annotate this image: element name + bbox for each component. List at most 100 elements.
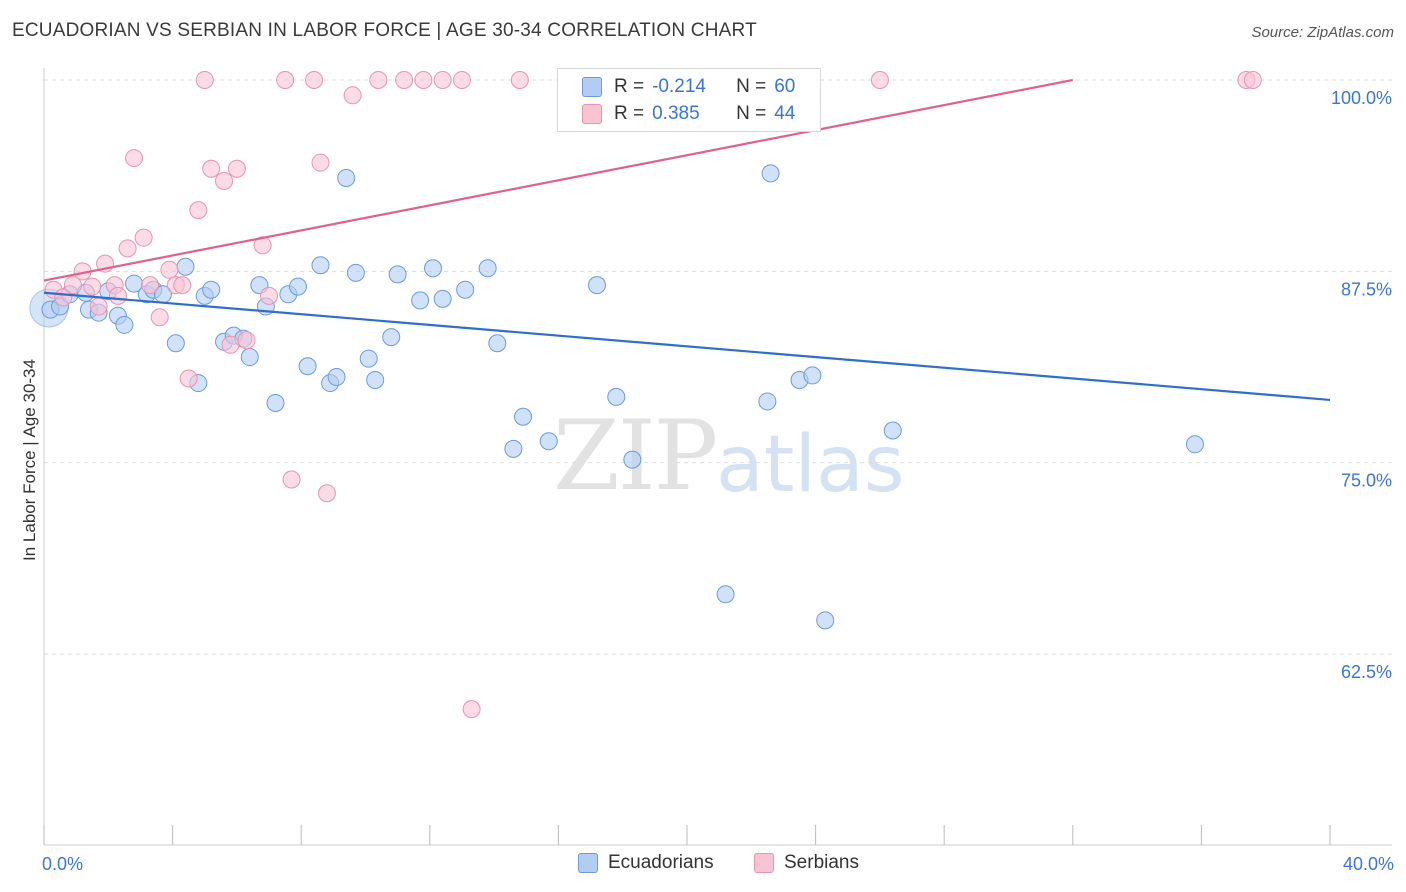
- ecuadorians-point: [424, 259, 443, 278]
- ecuadorians-point: [166, 334, 185, 353]
- ecuadorians-point: [202, 280, 221, 299]
- ecuadorians-point: [411, 291, 430, 310]
- serbians-point: [317, 484, 336, 503]
- ecuadorians-point: [115, 315, 134, 334]
- serbians-point: [150, 308, 169, 327]
- ecuadorians-point: [623, 450, 642, 469]
- ecuadorians-trend-line: [43, 291, 1331, 402]
- serbians-point: [215, 172, 234, 191]
- r-label: R =: [614, 103, 645, 124]
- serbians-point: [63, 276, 82, 295]
- ecuadorians-point: [382, 328, 401, 347]
- ecuadorians-swatch: [578, 853, 598, 873]
- ecuadorians-point: [514, 407, 533, 426]
- chart-title: ECUADORIAN VS SERBIAN IN LABOR FORCE | A…: [12, 20, 757, 41]
- n-value: 44: [774, 103, 796, 124]
- serbians-point: [118, 239, 137, 258]
- ecuadorians-point: [758, 392, 777, 411]
- ecuadorians-point: [176, 257, 195, 276]
- ecuadorians-point: [240, 348, 259, 367]
- legend-item-serbians[interactable]: Serbians: [754, 852, 859, 874]
- legend-row-ecuadorians: R = -0.214 N = 60: [582, 75, 795, 99]
- ecuadorians-point: [607, 387, 626, 406]
- ecuadorians-point: [716, 585, 735, 604]
- serbians-point: [125, 149, 144, 168]
- correlation-legend: R = -0.214 N = 60 R = 0.385 N = 44: [557, 68, 821, 132]
- n-label: N =: [736, 76, 767, 97]
- serbians-point: [108, 286, 127, 305]
- y-tick-label: 100.0%: [1331, 88, 1392, 108]
- serbians-point: [221, 335, 240, 354]
- serbians-swatch: [582, 104, 602, 124]
- serbians-point: [160, 260, 179, 279]
- serbians-point: [134, 228, 153, 247]
- x-tick-label: 40.0%: [1343, 854, 1394, 874]
- x-tick-label: 0.0%: [42, 854, 83, 874]
- ecuadorians-point: [761, 164, 780, 183]
- serbians-point: [414, 71, 433, 89]
- serbians-point: [237, 331, 256, 350]
- ecuadorians-point: [816, 611, 835, 630]
- ecuadorians-point: [388, 265, 407, 284]
- serbians-point: [83, 277, 102, 296]
- ecuadorians-point: [337, 168, 356, 187]
- serbians-swatch: [754, 853, 774, 873]
- serbians-point: [260, 286, 279, 305]
- legend-label-ecuadorians: Ecuadorians: [608, 852, 714, 873]
- n-value: 60: [774, 76, 796, 97]
- series-legend: Ecuadorians Serbians: [0, 852, 1406, 876]
- ecuadorians-point: [539, 432, 558, 451]
- source-label: Source: ZipAtlas.com: [1251, 24, 1394, 41]
- serbians-point: [179, 369, 198, 388]
- ecuadorians-point: [288, 277, 307, 296]
- serbians-point: [433, 71, 452, 89]
- ecuadorians-swatch: [582, 77, 602, 97]
- serbians-point: [189, 201, 208, 220]
- serbians-point: [202, 159, 221, 178]
- ecuadorians-point: [478, 259, 497, 278]
- ecuadorians-point: [298, 357, 317, 376]
- serbians-point: [1243, 71, 1262, 89]
- ecuadorians-point: [456, 280, 475, 299]
- ecuadorians-point: [359, 349, 378, 368]
- serbians-point: [395, 71, 414, 89]
- r-value: 0.385: [652, 103, 700, 124]
- y-tick-label: 87.5%: [1341, 279, 1392, 299]
- serbians-point: [343, 86, 362, 105]
- serbians-point: [311, 153, 330, 172]
- serbians-point: [282, 470, 301, 489]
- serbians-point: [141, 276, 160, 295]
- ecuadorians-point: [433, 289, 452, 308]
- serbians-point: [173, 276, 192, 295]
- n-label: N =: [736, 103, 767, 124]
- r-label: R =: [614, 76, 645, 97]
- serbians-point: [227, 159, 246, 178]
- serbians-point: [452, 71, 471, 89]
- serbians-point: [870, 71, 889, 89]
- serbians-point: [510, 71, 529, 89]
- serbians-point: [89, 297, 108, 316]
- legend-item-ecuadorians[interactable]: Ecuadorians: [578, 852, 714, 874]
- ecuadorians-point: [366, 371, 385, 390]
- y-tick-label: 75.0%: [1341, 471, 1392, 491]
- serbians-point: [462, 700, 481, 719]
- serbians-point: [276, 71, 295, 89]
- serbians-point: [305, 71, 324, 89]
- r-value: -0.214: [652, 76, 706, 97]
- y-tick-label: 62.5%: [1341, 662, 1392, 682]
- ecuadorians-point: [504, 439, 523, 458]
- ecuadorians-point: [488, 334, 507, 353]
- legend-label-serbians: Serbians: [784, 852, 859, 873]
- ecuadorians-point: [803, 366, 822, 385]
- watermark-atlas: atlas: [716, 420, 905, 510]
- serbians-point: [369, 71, 388, 89]
- ecuadorians-point: [311, 256, 330, 275]
- legend-row-serbians: R = 0.385 N = 44: [582, 102, 795, 126]
- ecuadorians-point: [266, 393, 285, 412]
- ecuadorians-point: [327, 367, 346, 386]
- serbians-trend-line: [43, 78, 1074, 282]
- ecuadorians-point: [346, 263, 365, 282]
- ecuadorians-point: [587, 276, 606, 295]
- y-axis-label: In Labor Force | Age 30-34: [20, 359, 39, 561]
